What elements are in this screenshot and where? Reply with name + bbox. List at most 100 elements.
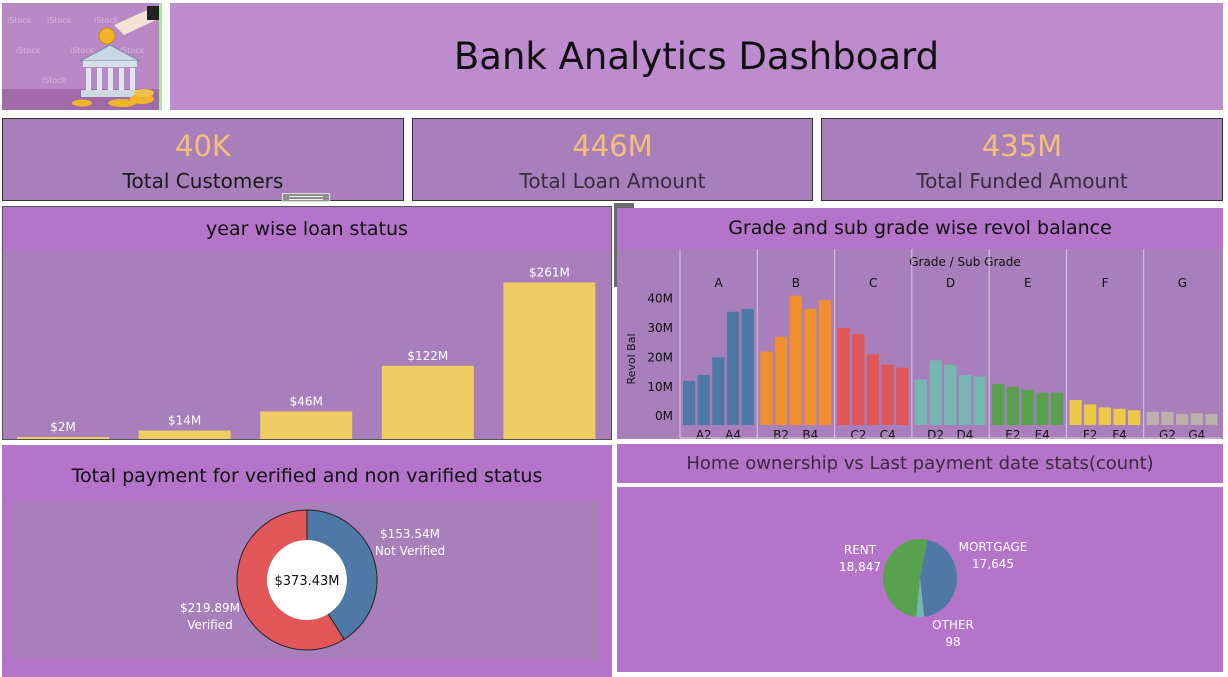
revol-title: Grade and sub grade wise revol balance [728, 217, 1112, 239]
revol-bar [697, 375, 710, 425]
data-label: $2M [50, 420, 76, 434]
home-title: Home ownership vs Last payment date stat… [686, 453, 1154, 474]
grade-label: F [1102, 276, 1109, 290]
svg-text:iStock: iStock [120, 46, 145, 55]
revol-bar [866, 354, 880, 425]
y-tick-label: 20M [647, 350, 673, 364]
revol-bar [944, 364, 957, 425]
revol-bar [1036, 392, 1049, 425]
revol-bar [896, 367, 909, 425]
x-tick-label: G4 [1188, 428, 1205, 439]
x-tick-label: D4 [956, 428, 973, 439]
x-tick-label: E4 [1035, 428, 1050, 439]
data-label: $46M [290, 394, 323, 408]
revol-bar [683, 380, 696, 425]
year-loan-chart: $2M $14M $46M $122M $261M [17, 265, 596, 439]
pie-slice [916, 578, 925, 617]
revol-bar [837, 328, 850, 425]
slice-value-label: $153.54M [380, 527, 440, 541]
pie-slice [883, 539, 928, 617]
home-title-panel: Home ownership vs Last payment date stat… [617, 444, 1223, 483]
x-tick-label: F4 [1112, 428, 1127, 439]
revol-bar [741, 308, 754, 425]
svg-text:iStock: iStock [42, 76, 67, 85]
y-tick-label: 10M [647, 380, 673, 394]
revol-bar [1113, 408, 1126, 425]
slice-value-label: 18,847 [839, 560, 881, 574]
svg-text:iStock: iStock [94, 16, 119, 25]
revol-bar [958, 375, 972, 425]
grade-label: E [1024, 276, 1032, 290]
header-bar: Bank Analytics Dashboard [170, 3, 1223, 110]
data-label: $122M [407, 349, 448, 363]
revol-chart: Grade / Sub Grade Revol Bal 0M 10M 20M 30M 40M… [625, 249, 1221, 439]
bar [260, 411, 353, 439]
payment-title: Total payment for verified and non varif… [71, 465, 543, 487]
year-loan-title: year wise loan status [206, 218, 408, 240]
bar [381, 365, 474, 439]
home-panel[interactable]: MORTGAGE 17,645 OTHER 98 RENT 18,847 [617, 487, 1223, 672]
slice-value-label: 98 [945, 635, 960, 649]
x-tick-label: B4 [802, 428, 818, 439]
kpi-value: 435M [981, 129, 1063, 163]
revol-bar [914, 379, 928, 425]
revol-bar [992, 383, 1005, 425]
revol-bar [1146, 411, 1159, 425]
svg-text:iStock: iStock [70, 46, 95, 55]
kpi-total-loan-amount: 446M Total Loan Amount [412, 118, 813, 201]
revol-bar [712, 357, 725, 425]
revol-bar [1176, 414, 1189, 425]
kpi-label: Total Customers [122, 169, 284, 193]
x-tick-label: F2 [1083, 428, 1098, 439]
kpi-total-customers: 40K Total Customers [2, 118, 404, 201]
y-tick-label: 30M [647, 321, 673, 335]
grade-label: C [869, 276, 877, 290]
kpi-label: Total Loan Amount [519, 169, 706, 193]
revol-bar [760, 351, 773, 425]
kpi-label: Total Funded Amount [916, 169, 1128, 193]
svg-text:iStock: iStock [7, 16, 32, 25]
revol-bar [804, 308, 817, 425]
slice-name-label: OTHER [932, 618, 974, 632]
revol-bar [1021, 389, 1034, 425]
payment-chart: $373.43M $153.54M Not Verified $219.89M Veri… [180, 509, 445, 651]
data-label: $261M [529, 265, 570, 279]
grade-header: Grade / Sub Grade [909, 255, 1021, 269]
revol-bar [726, 311, 740, 425]
slice-name-label: Verified [187, 618, 233, 632]
revol-bar [1084, 404, 1097, 425]
revol-bar [774, 336, 788, 425]
slice-name-label: RENT [844, 543, 877, 557]
x-tick-label: C2 [850, 428, 866, 439]
revol-bar [1098, 407, 1111, 425]
svg-text:iStock: iStock [16, 46, 41, 55]
revol-bar [973, 376, 986, 425]
x-tick-label: G2 [1159, 428, 1176, 439]
revol-title-bar [617, 208, 1223, 249]
grade-label: G [1178, 276, 1187, 290]
revol-panel[interactable]: Grade and sub grade wise revol balance G… [617, 208, 1223, 439]
data-label: $14M [168, 414, 201, 428]
x-tick-label: C4 [880, 428, 896, 439]
y-tick-label: 40M [647, 292, 673, 306]
year-loan-panel[interactable]: year wise loan status $2M $14M $46M $122M $2… [2, 206, 612, 440]
y-axis-label: Revol Bal [625, 333, 638, 384]
grade-label: B [792, 276, 800, 290]
x-tick-label: A2 [696, 428, 712, 439]
revol-bar [1050, 392, 1063, 425]
slice-value-label: $219.89M [180, 601, 240, 615]
bar [503, 282, 596, 439]
svg-text:iStock: iStock [47, 16, 72, 25]
x-tick-label: B2 [773, 428, 789, 439]
home-chart: MORTGAGE 17,645 OTHER 98 RENT 18,847 [839, 539, 1028, 649]
donut-hole [267, 540, 347, 620]
kpi-value: 40K [175, 129, 231, 163]
resize-handle[interactable] [282, 193, 330, 202]
revol-bar [789, 295, 802, 425]
revol-bar [852, 333, 865, 425]
kpi-value: 446M [572, 129, 653, 163]
slice-name-label: MORTGAGE [959, 540, 1028, 554]
payment-panel[interactable]: Total payment for verified and non varif… [2, 445, 612, 677]
x-tick-label: E2 [1005, 428, 1020, 439]
grade-label: D [946, 276, 955, 290]
